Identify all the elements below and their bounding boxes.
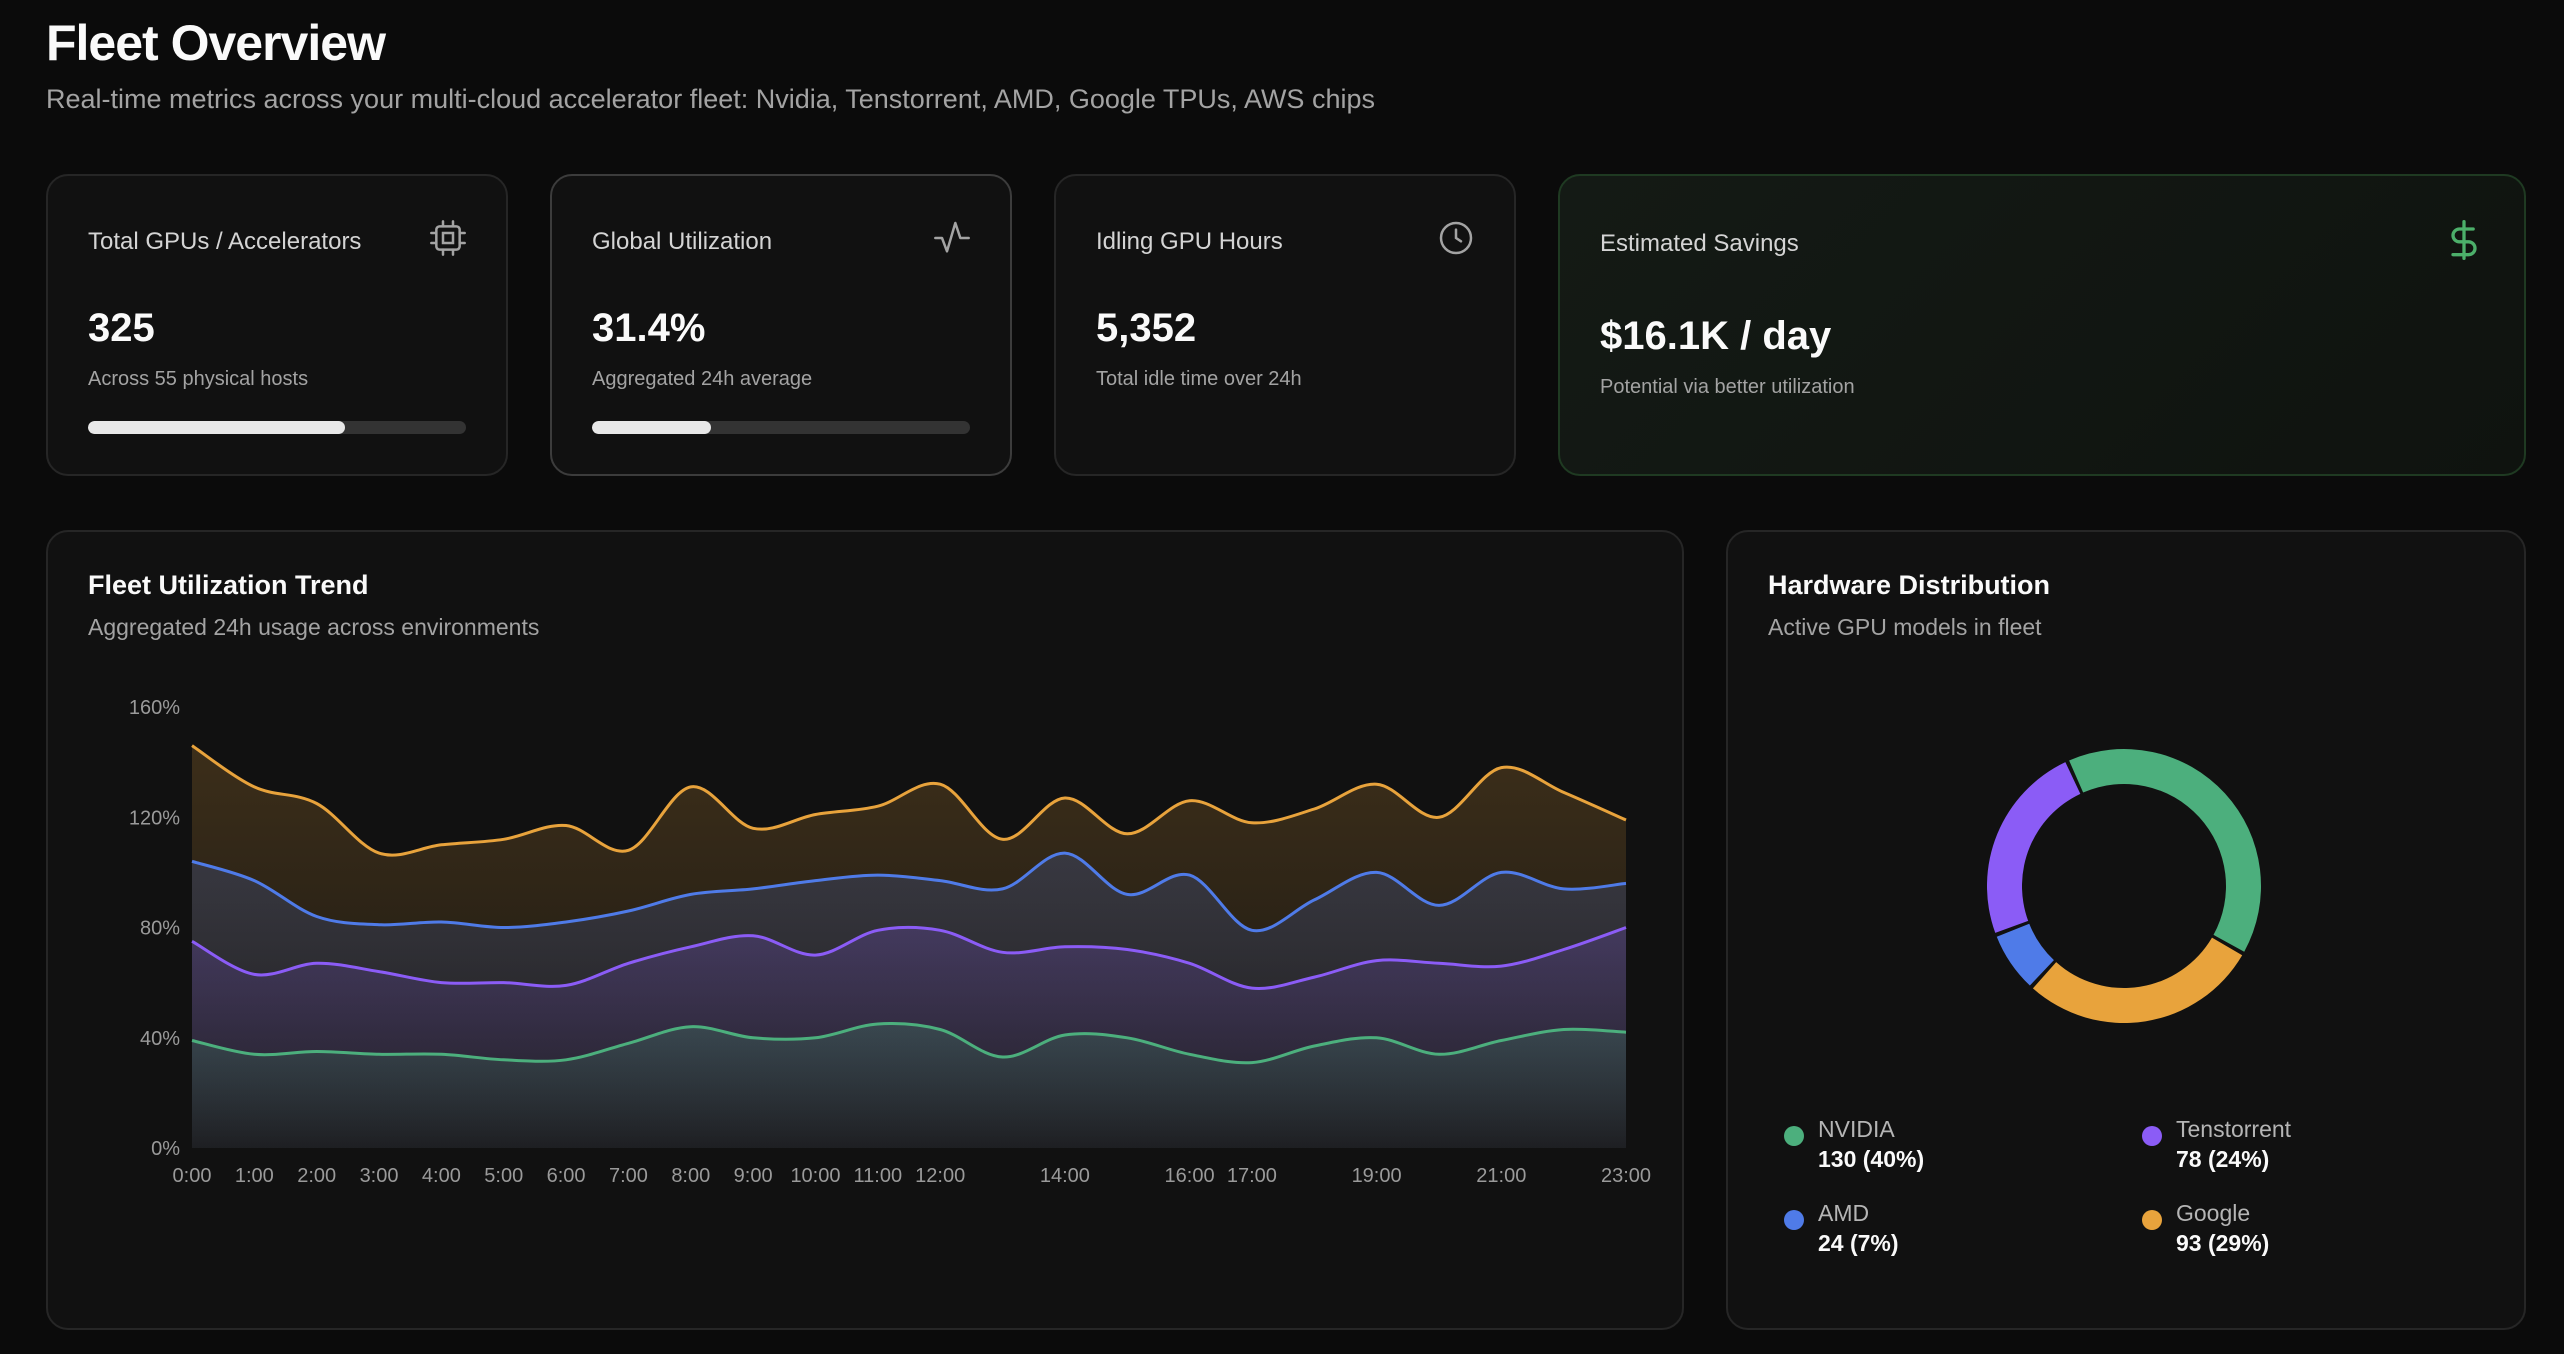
kpi-card-global-utilization[interactable]: Global Utilization 31.4% Aggregated 24h …	[550, 174, 1012, 476]
series-line-2	[191, 851, 1627, 933]
donut-slice-google[interactable]	[2032, 937, 2243, 1023]
y-tick-label: 0%	[151, 1138, 180, 1160]
panel-subtitle: Aggregated 24h usage across environments	[88, 614, 540, 640]
kpi-caption: Potential via better utilization	[1600, 376, 1855, 398]
kpi-value: 31.4%	[592, 306, 706, 350]
panel-subtitle: Active GPU models in fleet	[1768, 614, 2042, 640]
x-tick-label: 6:00	[547, 1165, 586, 1187]
donut-slice-tenstorrent[interactable]	[1987, 762, 2081, 933]
legend-swatch	[1784, 1210, 1804, 1230]
x-tick-label: 5:00	[484, 1165, 523, 1187]
legend-label: Google	[2176, 1200, 2251, 1226]
legend-swatch	[1784, 1126, 1804, 1146]
activity-icon	[934, 221, 970, 253]
progress-bar	[88, 421, 466, 434]
legend-value: 24 (7%)	[1818, 1230, 1899, 1256]
kpi-value: 5,352	[1096, 306, 1197, 350]
donut-slice-nvidia[interactable]	[2069, 749, 2261, 952]
kpi-caption: Aggregated 24h average	[592, 368, 813, 390]
utilization-area-chart: 0% 40% 80% 120% 160% 0:00 1:00 2:00 3:00 4:00 5:00…	[129, 697, 1651, 1187]
panel-title: Fleet Utilization Trend	[88, 570, 369, 600]
x-tick-label: 8:00	[671, 1165, 710, 1187]
x-tick-label: 17:00	[1227, 1165, 1277, 1187]
progress-fill	[592, 421, 711, 434]
series-line-3	[191, 744, 1627, 857]
kpi-card-idle-hours[interactable]: Idling GPU Hours 5,352 Total idle time o…	[1054, 174, 1516, 476]
x-tick-label: 12:00	[915, 1165, 965, 1187]
legend-value: 78 (24%)	[2176, 1146, 2270, 1172]
kpi-caption: Across 55 physical hosts	[88, 368, 309, 390]
x-tick-label: 23:00	[1601, 1165, 1651, 1187]
kpi-label: Total GPUs / Accelerators	[88, 228, 362, 255]
x-tick-label: 21:00	[1476, 1165, 1526, 1187]
series-area-0	[192, 1023, 1626, 1148]
y-tick-label: 80%	[140, 918, 180, 940]
legend-value: 93 (29%)	[2176, 1230, 2270, 1256]
kpi-label: Estimated Savings	[1600, 230, 1799, 257]
series-line-0	[191, 1021, 1627, 1065]
progress-bar	[592, 421, 970, 434]
kpi-caption: Total idle time over 24h	[1096, 368, 1302, 390]
chip-icon	[430, 220, 466, 256]
kpi-card-estimated-savings[interactable]: Estimated Savings $16.1K / day Potential…	[1558, 174, 2526, 476]
dollar-icon	[2451, 220, 2477, 260]
x-tick-label: 4:00	[422, 1165, 461, 1187]
series-line-1	[191, 925, 1627, 990]
x-tick-label: 19:00	[1352, 1165, 1402, 1187]
x-tick-label: 7:00	[609, 1165, 648, 1187]
hardware-donut-chart	[1987, 749, 2261, 1023]
donut-slice-amd[interactable]	[1996, 923, 2054, 986]
x-tick-label: 16:00	[1165, 1165, 1215, 1187]
kpi-card-total-gpus[interactable]: Total GPUs / Accelerators 325 Across 55 …	[46, 174, 508, 476]
y-tick-label: 120%	[129, 807, 180, 829]
kpi-label: Idling GPU Hours	[1096, 228, 1283, 255]
panel-title: Hardware Distribution	[1768, 570, 2051, 600]
progress-fill	[88, 421, 346, 434]
legend-swatch	[2142, 1126, 2162, 1146]
y-tick-label: 160%	[129, 697, 180, 719]
x-tick-label: 1:00	[235, 1165, 274, 1187]
utilization-trend-panel: Fleet Utilization Trend Aggregated 24h u…	[46, 530, 1684, 1330]
x-tick-label: 0:00	[173, 1165, 212, 1187]
legend-value: 130 (40%)	[1818, 1146, 1925, 1172]
legend-label: NVIDIA	[1818, 1116, 1895, 1142]
kpi-label: Global Utilization	[592, 228, 773, 255]
page-subtitle: Real-time metrics across your multi-clou…	[46, 84, 1375, 114]
x-tick-label: 3:00	[360, 1165, 399, 1187]
x-tick-label: 11:00	[854, 1165, 903, 1187]
kpi-value: $16.1K / day	[1600, 314, 1832, 358]
legend-swatch	[2142, 1210, 2162, 1230]
page-title: Fleet Overview	[46, 15, 386, 71]
x-tick-label: 2:00	[297, 1165, 336, 1187]
clock-icon	[1439, 221, 1473, 255]
kpi-value: 325	[88, 306, 155, 350]
hardware-distribution-panel: Hardware Distribution Active GPU models …	[1726, 530, 2526, 1330]
x-tick-label: 10:00	[790, 1165, 840, 1187]
x-tick-label: 14:00	[1040, 1165, 1090, 1187]
y-tick-label: 40%	[140, 1028, 180, 1050]
legend-label: Tenstorrent	[2176, 1116, 2292, 1142]
legend-label: AMD	[1818, 1200, 1870, 1226]
x-tick-label: 9:00	[734, 1165, 773, 1187]
